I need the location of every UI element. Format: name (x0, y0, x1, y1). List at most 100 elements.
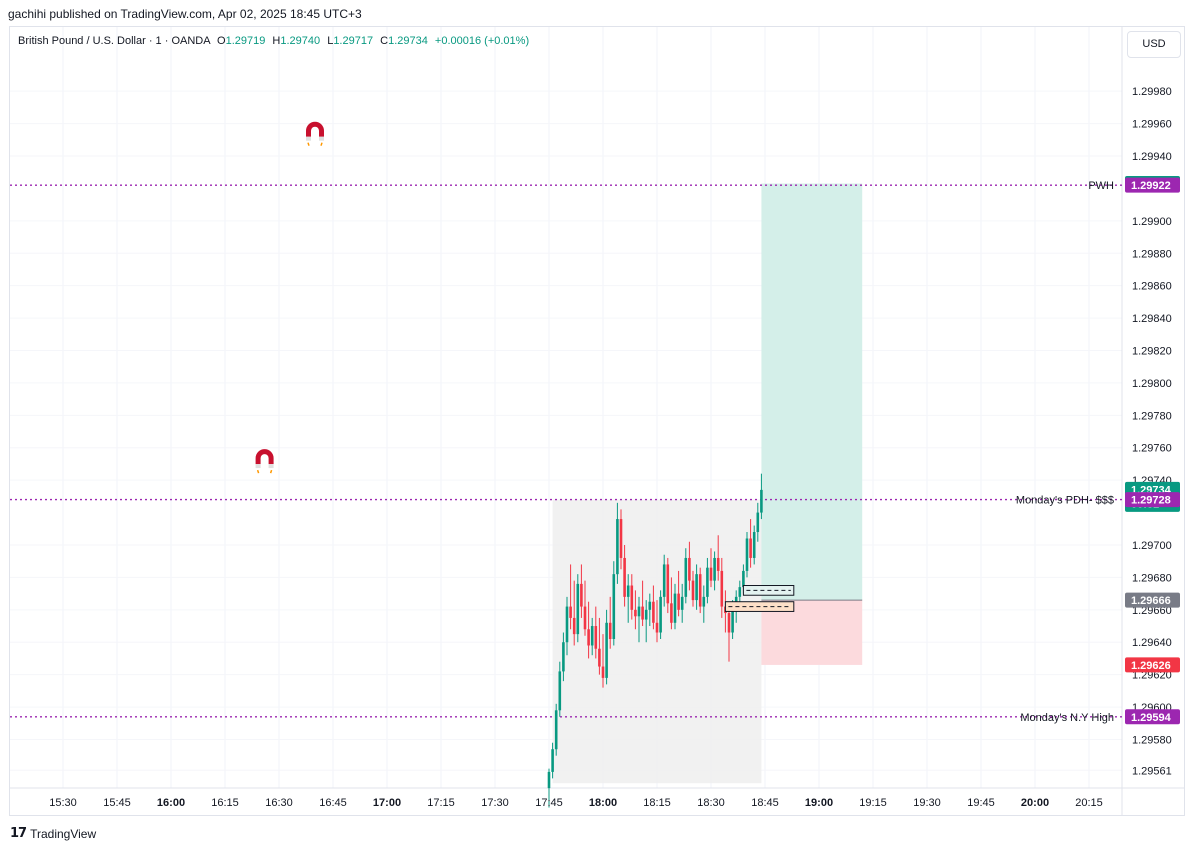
candle (601, 634, 605, 688)
candle (608, 596, 612, 649)
candle (572, 580, 576, 646)
low-value: 1.29717 (333, 35, 374, 47)
candle (634, 590, 637, 630)
candle (760, 473, 763, 520)
level-layer: PWH Monday's PDH- $$$ Monday's N.Y High (10, 180, 1122, 724)
price-tick-label: 1.29860 (1132, 281, 1172, 293)
price-badge (1125, 657, 1180, 673)
price-axis: 1.29980 1.29960 1.29940 1.29900 1.29880 1.298… (1132, 86, 1172, 777)
candle (698, 567, 702, 614)
candle (677, 570, 680, 617)
high-label: H (272, 35, 281, 47)
candle-body (688, 557, 691, 581)
price-badge-label: 1.29626 (1131, 660, 1171, 672)
candle (590, 617, 594, 656)
candle (727, 606, 731, 662)
candle-body (745, 538, 749, 571)
candle-body (742, 570, 745, 588)
magnet-icon (306, 121, 324, 146)
time-tick-label: 17:45 (535, 797, 563, 809)
price-tick-label: 1.29820 (1132, 345, 1172, 357)
candle (626, 574, 630, 623)
candle (587, 601, 590, 659)
candle-body (716, 557, 720, 571)
shade-layer (552, 183, 863, 784)
candle-body (612, 574, 616, 639)
candle-body (659, 596, 662, 633)
magnet-icon (255, 449, 274, 474)
candle (752, 525, 756, 565)
candle (666, 557, 670, 614)
price-badge (1125, 492, 1180, 508)
price-badge (1125, 709, 1180, 725)
candle-body (655, 622, 659, 633)
candle-body (677, 593, 680, 610)
level-label: Monday's PDH- $$$ (1016, 495, 1114, 507)
time-tick-label: 16:15 (211, 797, 239, 809)
candle (745, 532, 749, 578)
candle-body (547, 771, 551, 789)
price-badge-label: 1.29666 (1131, 595, 1171, 607)
candle (695, 564, 698, 610)
time-tick-label: 15:30 (49, 797, 77, 809)
candle (702, 585, 706, 623)
candle-body (756, 512, 760, 533)
candle-body (594, 626, 598, 649)
magnet-pole (255, 464, 261, 469)
candle (569, 564, 572, 630)
time-tick-label: 15:45 (103, 797, 131, 809)
candle (565, 596, 569, 656)
candle (558, 661, 562, 717)
candle (662, 554, 666, 607)
price-tick-label: 1.29680 (1132, 572, 1172, 584)
tradingview-logo[interactable]: 17 TradingView (10, 826, 96, 841)
candle (554, 703, 558, 756)
time-tick-label: 17:00 (373, 797, 401, 809)
candle (612, 561, 616, 646)
candle (659, 590, 662, 639)
candle-body (608, 622, 612, 639)
candle (547, 768, 551, 808)
candle (619, 509, 623, 570)
candle-body (684, 557, 688, 597)
price-tick-label: 1.29960 (1132, 119, 1172, 131)
candle (562, 632, 565, 682)
price-tick-label: 1.29840 (1132, 313, 1172, 325)
candle-body (565, 606, 569, 643)
zone-layer (724, 585, 795, 612)
time-axis: 15:30 15:45 16:00 16:15 16:30 16:45 17:00 17:15… (49, 797, 1103, 809)
candle-body (641, 606, 644, 620)
price-badge (1125, 592, 1180, 608)
candle-body (583, 606, 587, 630)
time-tick-label: 19:45 (967, 797, 995, 809)
time-tick-label: 19:15 (859, 797, 887, 809)
candle-body (637, 606, 641, 617)
price-badge (1125, 177, 1180, 193)
candle-body (727, 613, 731, 633)
time-tick-label: 18:15 (643, 797, 671, 809)
candle-body (731, 609, 734, 633)
price-tick-label: 1.29640 (1132, 637, 1172, 649)
symbol-title[interactable]: British Pound / U.S. Dollar · 1 · OANDA (18, 35, 210, 47)
candle-body (698, 574, 702, 607)
candle (580, 564, 583, 618)
candle (706, 557, 709, 604)
candle (655, 600, 659, 643)
candle-body (562, 642, 565, 672)
symbol-legend: British Pound / U.S. Dollar · 1 · OANDA … (18, 35, 529, 47)
chart-frame (9, 26, 1185, 816)
candle-body (619, 519, 623, 558)
candle-body (626, 585, 630, 597)
candle (598, 617, 601, 675)
candle-body (601, 666, 605, 678)
close-label: C (380, 35, 389, 47)
candle-body (587, 629, 590, 646)
currency-button[interactable]: USD (1127, 31, 1181, 58)
candle-body (670, 603, 673, 623)
candle-body (623, 557, 626, 597)
candle (738, 580, 742, 604)
time-tick-label: 16:30 (265, 797, 293, 809)
candle-body (580, 583, 583, 607)
candle (630, 574, 634, 620)
